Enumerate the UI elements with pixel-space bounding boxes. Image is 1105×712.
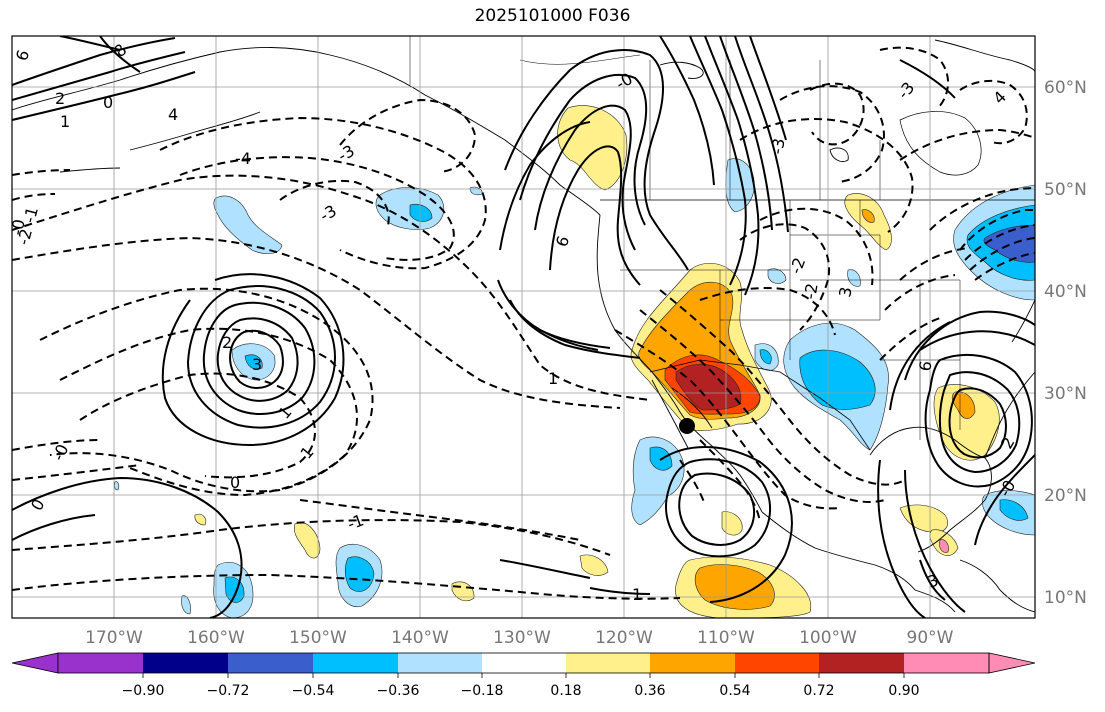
map-frame	[11, 35, 1036, 619]
lon-label: 170°W	[85, 628, 143, 648]
latitude-labels: 60°N 50°N 40°N 30°N 20°N 10°N	[1044, 78, 1087, 608]
lat-label: 60°N	[1044, 78, 1087, 98]
colorbar-bin	[735, 653, 819, 673]
lon-label: 150°W	[289, 628, 347, 648]
colorbar-bin	[313, 653, 398, 673]
colorbar-tick-label: 0.90	[888, 683, 919, 699]
colorbar-tick-label: −0.54	[292, 683, 335, 699]
lat-label: 50°N	[1044, 180, 1087, 200]
colorbar-bin	[398, 653, 482, 673]
contour-label: -2	[14, 227, 36, 247]
contour-label: -1	[20, 205, 42, 225]
lon-label: 160°W	[187, 628, 245, 648]
lat-label: 30°N	[1044, 384, 1087, 404]
colorbar-bin	[566, 653, 650, 673]
colorbar-extend-max	[988, 652, 1036, 674]
contour-label: 2	[222, 333, 232, 352]
lat-label: 10°N	[1044, 588, 1087, 608]
colorbar-tick-label: −0.18	[461, 683, 504, 699]
contour-label: -2	[800, 282, 821, 301]
colorbar-tick-label: 0.36	[634, 683, 665, 699]
lon-label: 110°W	[697, 628, 755, 648]
colorbar-bin	[58, 653, 143, 673]
lon-label: 90°W	[907, 628, 954, 648]
contour-label: 4	[168, 105, 178, 124]
lat-label: 40°N	[1044, 282, 1087, 302]
contour-label: 3	[252, 355, 262, 374]
contour-label: 1	[632, 585, 642, 604]
map-title: 2025101000 F036	[474, 6, 631, 26]
colorbar-tick-label: −0.90	[122, 683, 165, 699]
contour-label: 1	[60, 112, 70, 131]
contour-label: -4	[235, 149, 251, 168]
map-background	[12, 36, 1035, 618]
colorbar-bin	[650, 653, 735, 673]
contour-label: 3	[835, 285, 855, 298]
contour-label: 0	[103, 93, 113, 112]
contour-label: -3	[767, 137, 788, 156]
contour-label: 2	[55, 89, 65, 108]
colorbar-tick-label: 0.72	[803, 683, 834, 699]
colorbar: −0.90 −0.72 −0.54 −0.36 −0.18 0.18 0.36 …	[11, 652, 1036, 699]
contour-label: -2	[786, 255, 809, 276]
lon-label: 140°W	[391, 628, 449, 648]
contour-labels: 6 2 8 4 1 0 -4 -3 -2 -1 -0 3 2 1 -0 0 -1…	[7, 40, 1019, 604]
colorbar-extend-min	[11, 652, 59, 674]
lon-label: 100°W	[799, 628, 857, 648]
contour-label: 0	[230, 473, 240, 492]
contour-label: -0	[48, 441, 72, 463]
contour-label: -0	[7, 218, 28, 237]
contour-label: 6	[915, 359, 935, 372]
colorbar-bin	[228, 653, 313, 673]
contour-label: 1	[548, 369, 558, 388]
lon-label: 120°W	[595, 628, 653, 648]
colorbar-tick-label: 0.54	[719, 683, 750, 699]
colorbar-tick-label: −0.72	[207, 683, 250, 699]
lon-label: 130°W	[493, 628, 551, 648]
gridlines	[12, 36, 1035, 618]
colorbar-bin	[904, 653, 989, 673]
colorbar-tick-label: 0.18	[550, 683, 581, 699]
colorbar-bin	[143, 653, 228, 673]
lat-label: 20°N	[1044, 486, 1087, 506]
colorbar-tick-label: −0.36	[377, 683, 420, 699]
positive-contours	[12, 36, 1035, 618]
colorbar-outline	[57, 652, 990, 674]
negative-contours	[12, 46, 1035, 600]
longitude-labels: 170°W 160°W 150°W 140°W 130°W 120°W 110°…	[85, 628, 954, 648]
location-marker	[679, 418, 695, 434]
colorbar-bin	[819, 653, 904, 673]
contour-label: -1	[345, 510, 366, 533]
colorbar-bin	[482, 653, 566, 673]
coastlines	[12, 36, 1035, 613]
